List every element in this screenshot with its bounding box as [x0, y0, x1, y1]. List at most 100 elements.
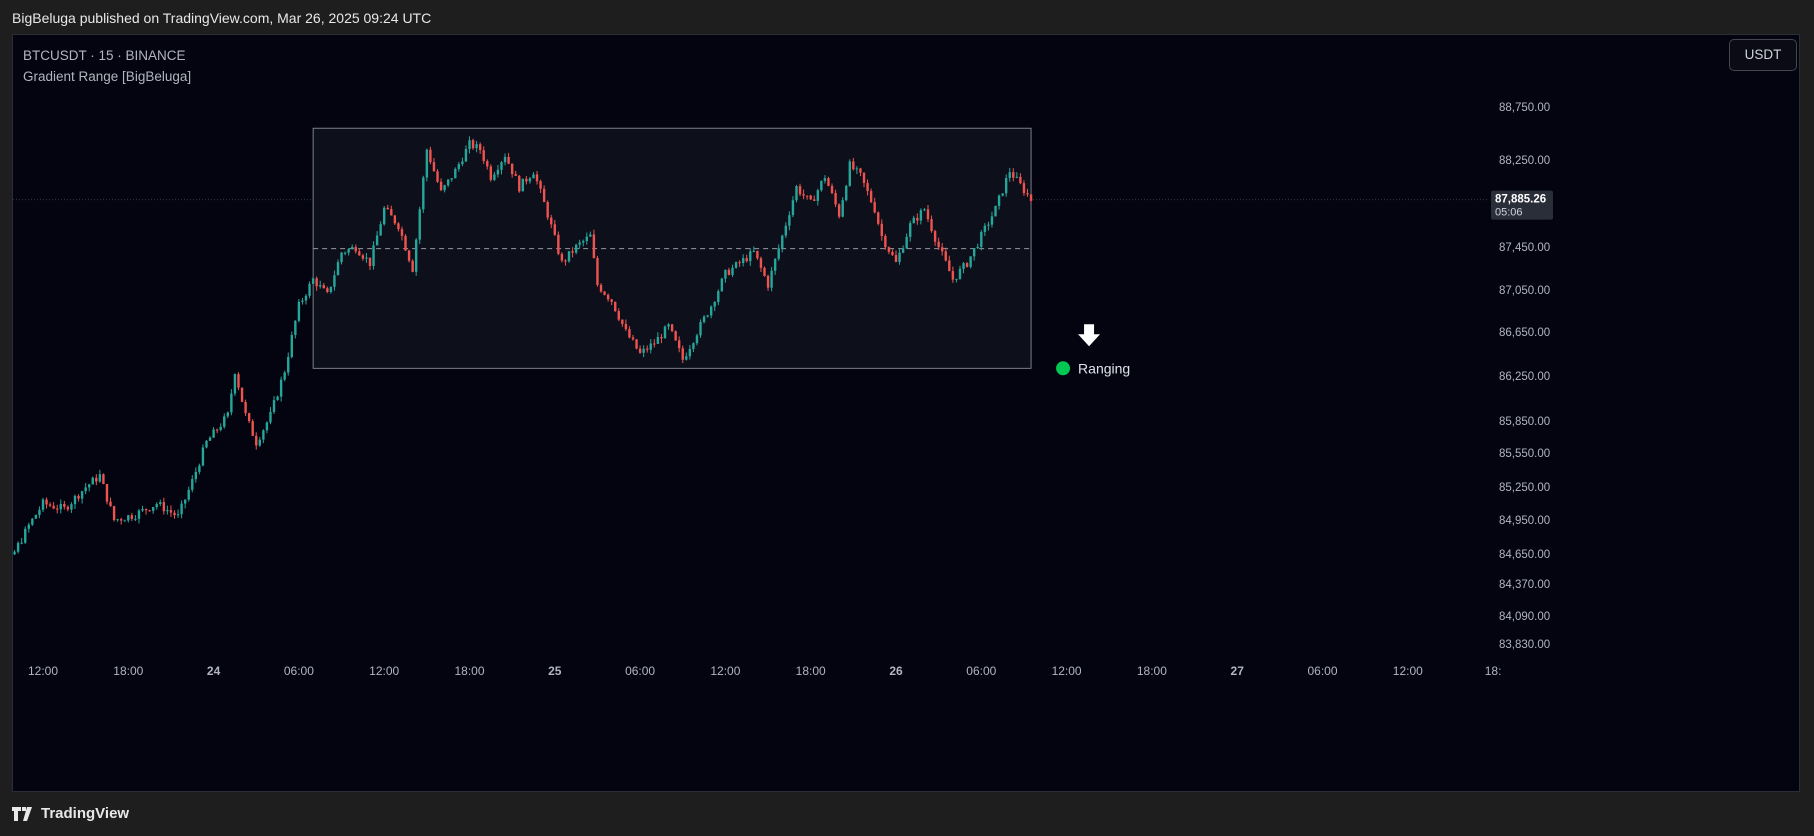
candle-body	[891, 251, 894, 256]
publish-header: BigBeluga published on TradingView.com, …	[0, 0, 1814, 34]
candle-body	[233, 374, 237, 394]
candle-body	[397, 223, 400, 230]
candle-body	[869, 191, 873, 203]
indicator-name[interactable]: Gradient Range [BigBeluga]	[23, 69, 192, 84]
candle-body	[560, 253, 564, 261]
candle-body	[887, 247, 891, 252]
tradingview-brand[interactable]: TradingView	[12, 805, 129, 822]
candle-body	[816, 190, 820, 201]
candle-body	[109, 501, 112, 507]
candle-body	[791, 200, 795, 216]
candle-body	[596, 257, 599, 285]
candle-body	[450, 178, 453, 180]
brand-text: TradingView	[41, 805, 130, 822]
candle-body	[386, 207, 389, 210]
candle-body	[763, 267, 766, 276]
candle-body	[180, 503, 183, 515]
candle-body	[720, 278, 724, 292]
candle-body	[557, 234, 560, 254]
candle-body	[127, 515, 130, 521]
candle-body	[724, 269, 727, 279]
candle-body	[820, 180, 823, 191]
candle-body	[244, 401, 247, 414]
candle-body	[45, 499, 48, 505]
candle-body	[375, 235, 379, 246]
candle-body	[518, 175, 521, 192]
candle-body	[795, 186, 798, 201]
candle-body	[390, 209, 393, 216]
candle-body	[660, 337, 663, 339]
y-tick-label: 84,950.00	[1499, 515, 1550, 527]
candle-body	[119, 519, 123, 521]
candle-body	[13, 551, 16, 555]
candle-body	[144, 508, 148, 511]
candle-body	[343, 252, 347, 254]
candle-body	[436, 171, 439, 182]
candle-body	[162, 502, 166, 512]
candle-body	[176, 514, 180, 516]
candle-body	[464, 149, 468, 162]
candle-body	[443, 185, 446, 191]
candle-body	[80, 491, 84, 499]
last-price-value: 87,885.26	[1495, 194, 1546, 206]
price-chart[interactable]: Ranging 88,750.00 88,250.00 87,450.00 87,050…	[13, 35, 1800, 792]
candle-body	[656, 337, 660, 344]
candle-body	[546, 202, 549, 218]
candle-body	[354, 246, 357, 252]
candle-body	[272, 400, 276, 412]
candle-body	[706, 315, 709, 317]
candle-body	[784, 225, 788, 236]
x-tick-label: 12:00	[1052, 664, 1082, 678]
candle-body	[240, 387, 244, 402]
candle-body	[606, 294, 610, 300]
candle-body	[802, 194, 805, 196]
candle-body	[183, 499, 187, 504]
last-price-tag-bg	[1491, 190, 1553, 220]
candle-body	[813, 199, 816, 201]
candle-body	[283, 372, 286, 380]
candle-body	[31, 518, 34, 525]
candle-body	[528, 178, 532, 182]
candle-body	[262, 430, 265, 440]
candle-body	[578, 242, 581, 245]
candle-body	[326, 288, 329, 292]
candle-body	[994, 205, 997, 217]
candle-body	[137, 510, 141, 519]
candle-body	[269, 411, 272, 423]
candle-body	[141, 508, 144, 511]
candle-body	[873, 202, 876, 213]
candle-body	[731, 267, 734, 275]
candle-body	[603, 291, 606, 295]
candle-body	[130, 515, 134, 519]
candle-body	[734, 262, 738, 268]
x-tick-label: 18:00	[113, 664, 143, 678]
candle-body	[301, 300, 304, 302]
candle-body	[468, 140, 471, 150]
chart-pane[interactable]: Ranging 88,750.00 88,250.00 87,450.00 87,050…	[12, 34, 1800, 792]
candle-body	[542, 188, 546, 203]
candle-body	[951, 271, 955, 280]
candle-body	[997, 195, 1001, 206]
candle-body	[102, 474, 105, 485]
candle-body	[933, 231, 937, 242]
candle-body	[493, 174, 496, 180]
x-tick-label: 18:00	[1137, 664, 1167, 678]
candle-body	[980, 231, 983, 247]
candle-body	[311, 278, 315, 284]
candle-body	[95, 477, 98, 482]
candle-body	[674, 331, 677, 341]
currency-button[interactable]: USDT	[1729, 39, 1797, 71]
candle-body	[567, 251, 571, 262]
candle-body	[116, 519, 119, 521]
candle-body	[798, 186, 802, 195]
y-tick-label: 88,750.00	[1499, 102, 1550, 114]
candle-body	[439, 181, 443, 191]
candle-body	[667, 324, 670, 327]
candle-body	[418, 209, 421, 240]
y-tick-label: 88,250.00	[1499, 155, 1550, 167]
candle-body	[855, 168, 859, 170]
candle-body	[20, 542, 23, 544]
chart-legend: BTCUSDT · 15 · BINANCE Gradient Range [B…	[23, 45, 191, 87]
symbol-info[interactable]: BTCUSDT · 15 · BINANCE	[23, 48, 186, 63]
